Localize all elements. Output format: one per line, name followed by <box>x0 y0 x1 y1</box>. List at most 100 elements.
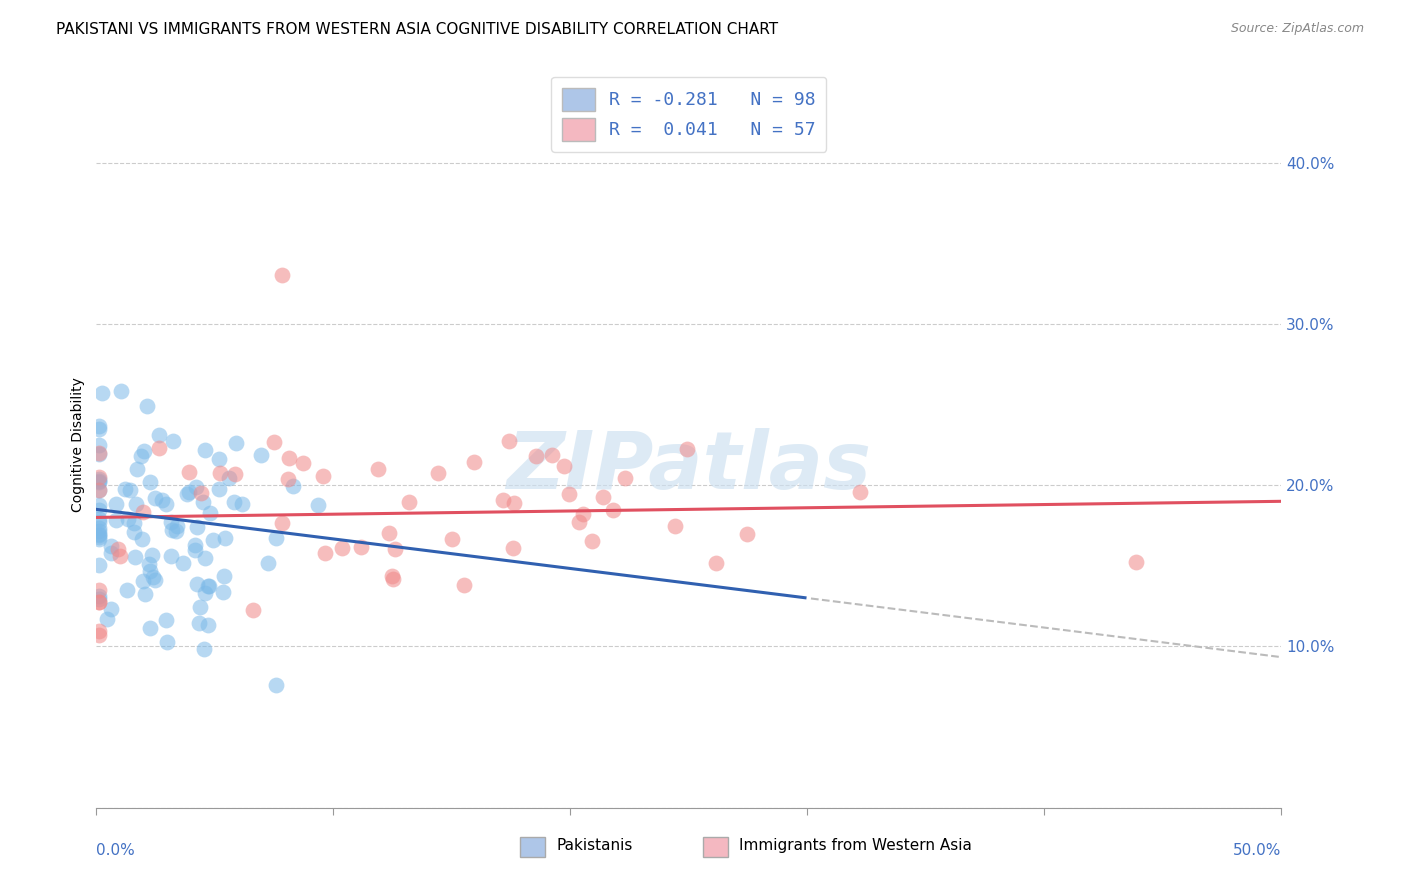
Point <box>541 448 564 462</box>
Point <box>384 542 406 557</box>
Point <box>568 515 591 529</box>
Point <box>160 549 183 563</box>
Point <box>208 451 231 466</box>
Point <box>330 541 353 556</box>
Point <box>572 507 595 521</box>
Point <box>502 496 524 510</box>
Point <box>165 524 187 538</box>
Point <box>186 520 208 534</box>
Point <box>143 491 166 505</box>
Point <box>155 613 177 627</box>
Point <box>124 516 146 531</box>
Text: 0.0%: 0.0% <box>97 843 135 858</box>
Point <box>141 548 163 562</box>
Point <box>312 469 335 483</box>
Point <box>134 444 156 458</box>
Point <box>186 577 208 591</box>
Point <box>737 527 759 541</box>
Point <box>426 466 449 480</box>
Point <box>110 384 132 398</box>
Point <box>292 456 315 470</box>
Point <box>190 486 212 500</box>
Point <box>186 479 208 493</box>
Point <box>193 442 215 457</box>
Point <box>134 586 156 600</box>
Text: PAKISTANI VS IMMIGRANTS FROM WESTERN ASIA COGNITIVE DISABILITY CORRELATION CHART: PAKISTANI VS IMMIGRANTS FROM WESTERN ASI… <box>56 22 779 37</box>
Point <box>131 505 153 519</box>
Point <box>87 483 110 497</box>
Point <box>107 542 129 557</box>
Point <box>264 678 287 692</box>
Point <box>208 483 231 497</box>
Point <box>87 624 110 638</box>
Point <box>87 474 110 488</box>
Point <box>224 467 246 482</box>
Point <box>188 599 211 614</box>
Point <box>184 542 207 557</box>
Point <box>188 615 211 630</box>
Point <box>197 578 219 592</box>
Point <box>350 540 373 554</box>
Point <box>270 268 292 282</box>
Point <box>87 422 110 436</box>
Point <box>704 556 727 570</box>
Point <box>110 549 132 564</box>
Point <box>160 515 183 529</box>
Point <box>381 568 404 582</box>
Point <box>87 527 110 541</box>
Point <box>87 530 110 544</box>
Point <box>96 612 118 626</box>
Point <box>198 506 221 520</box>
Point <box>307 498 329 512</box>
Point <box>214 531 236 545</box>
Point <box>87 475 110 489</box>
Point <box>87 472 110 486</box>
Point <box>148 441 170 455</box>
Point <box>592 491 614 505</box>
Point <box>664 519 686 533</box>
Point <box>139 475 162 490</box>
Point <box>194 585 217 599</box>
Point <box>87 521 110 535</box>
Point <box>148 428 170 442</box>
Point <box>212 585 235 599</box>
Point <box>156 635 179 649</box>
Point <box>118 483 141 497</box>
Point <box>492 493 515 508</box>
Point <box>87 483 110 497</box>
Point <box>270 516 292 531</box>
Point <box>218 470 240 484</box>
Point <box>502 541 524 555</box>
Point <box>166 519 188 533</box>
Point <box>177 466 200 480</box>
Point <box>132 574 155 588</box>
Y-axis label: Cognitive Disability: Cognitive Disability <box>72 377 86 512</box>
Point <box>194 551 217 566</box>
Point <box>191 495 214 509</box>
Point <box>87 418 110 433</box>
Point <box>87 445 110 459</box>
Point <box>263 434 285 449</box>
Point <box>264 531 287 545</box>
Point <box>87 447 110 461</box>
Point <box>214 569 236 583</box>
Point <box>277 473 299 487</box>
Point <box>125 462 148 476</box>
Point <box>201 533 224 547</box>
Point <box>602 503 624 517</box>
Point <box>441 532 464 546</box>
Point <box>87 582 110 597</box>
Point <box>142 570 165 584</box>
Point <box>398 495 420 509</box>
Point <box>115 582 138 597</box>
Point <box>463 455 485 469</box>
Point <box>197 618 219 632</box>
Point <box>150 492 173 507</box>
Point <box>117 511 139 525</box>
Point <box>162 434 184 448</box>
Point <box>179 485 201 500</box>
Point <box>129 449 152 463</box>
Point <box>124 550 146 565</box>
Point <box>225 435 247 450</box>
Point <box>87 524 110 538</box>
